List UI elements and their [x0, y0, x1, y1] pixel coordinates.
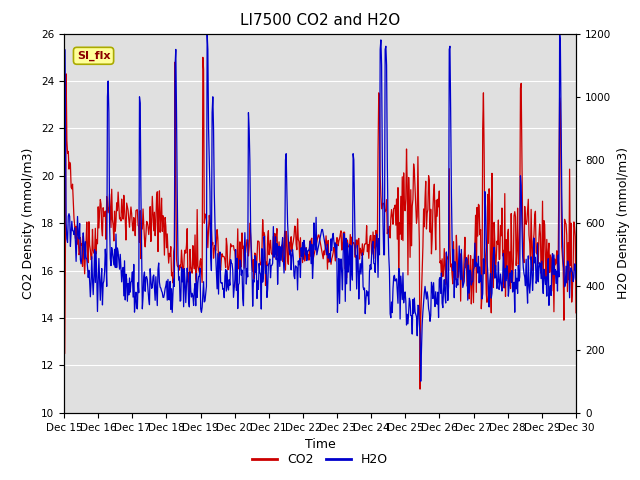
H2O [201, 298, 209, 304]
H2O [397, 286, 405, 291]
Y-axis label: CO2 Density (mmol/m3): CO2 Density (mmol/m3) [22, 147, 35, 299]
CO2 [69, 199, 77, 204]
H2O [204, 31, 211, 36]
H2O [417, 378, 424, 384]
CO2 [202, 213, 209, 219]
CO2 [416, 386, 424, 392]
H2O [383, 62, 390, 68]
CO2 [572, 310, 580, 316]
CO2 [383, 197, 390, 203]
Title: LI7500 CO2 and H2O: LI7500 CO2 and H2O [240, 13, 400, 28]
H2O [572, 277, 580, 283]
H2O [69, 228, 77, 234]
Y-axis label: H2O Density (mmol/m3): H2O Density (mmol/m3) [617, 147, 630, 299]
Line: CO2: CO2 [64, 57, 576, 389]
H2O [60, 300, 68, 305]
CO2 [122, 237, 130, 243]
Legend: CO2, H2O: CO2, H2O [247, 448, 393, 471]
H2O [174, 252, 182, 258]
Text: SI_flx: SI_flx [77, 51, 110, 61]
CO2 [397, 237, 405, 242]
CO2 [174, 264, 182, 270]
Line: H2O: H2O [64, 34, 576, 381]
X-axis label: Time: Time [305, 438, 335, 451]
CO2 [60, 268, 68, 274]
H2O [122, 271, 130, 277]
CO2 [199, 54, 207, 60]
